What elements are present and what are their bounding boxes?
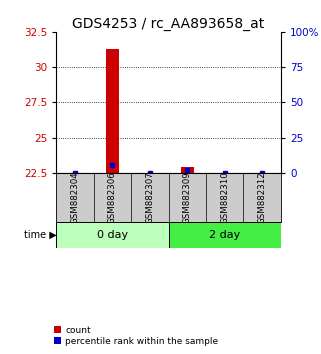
Bar — [56, 222, 169, 248]
Legend: count, percentile rank within the sample: count, percentile rank within the sample — [54, 326, 218, 346]
Text: time ▶: time ▶ — [24, 230, 57, 240]
Bar — [181, 167, 194, 173]
Text: 0 day: 0 day — [97, 230, 128, 240]
Title: GDS4253 / rc_AA893658_at: GDS4253 / rc_AA893658_at — [73, 17, 265, 31]
Text: GSM882310: GSM882310 — [220, 171, 229, 224]
Text: GSM882307: GSM882307 — [145, 171, 154, 224]
Text: GSM882312: GSM882312 — [258, 171, 267, 224]
Bar — [106, 49, 119, 173]
Text: GSM882309: GSM882309 — [183, 171, 192, 224]
Bar — [169, 222, 281, 248]
Text: GSM882304: GSM882304 — [70, 171, 79, 224]
Text: 2 day: 2 day — [209, 230, 240, 240]
Text: GSM882306: GSM882306 — [108, 171, 117, 224]
